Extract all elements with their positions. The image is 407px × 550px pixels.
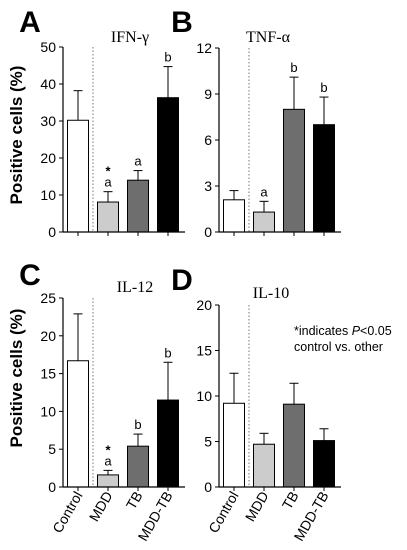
- significance-letter: a: [104, 453, 112, 468]
- bar-mdd-tb: [313, 440, 335, 488]
- significance-letter: b: [290, 60, 297, 75]
- y-tick-label: 0: [204, 479, 212, 495]
- y-tick-label: 15: [40, 366, 56, 382]
- significance-letter: b: [164, 50, 171, 65]
- y-tick-label: 40: [40, 76, 56, 92]
- significance-letter: a: [134, 154, 142, 169]
- svg-text:*indicates P<0.05: *indicates P<0.05: [294, 324, 392, 338]
- x-tick-label: MDD: [242, 489, 272, 525]
- panel-title: TNF-α: [246, 29, 291, 46]
- y-tick-label: 0: [48, 479, 56, 495]
- significance-letter: b: [134, 417, 141, 432]
- bar-mdd: [97, 201, 119, 233]
- bar-mdd: [253, 443, 275, 488]
- significance-letter: a: [104, 175, 112, 190]
- y-tick-label: 50: [40, 39, 56, 55]
- x-tick-label: TB: [279, 489, 302, 512]
- y-tick-label: 10: [196, 388, 212, 404]
- bar-control: [223, 199, 245, 233]
- bar-tb: [127, 445, 149, 488]
- x-tick-label: MDD: [86, 489, 116, 525]
- significance-note: *indicates P<0.05 control vs. other: [294, 324, 392, 354]
- note-line2: control vs. other: [294, 340, 383, 354]
- x-tick-label: Control: [205, 489, 241, 536]
- y-tick-label: 15: [196, 343, 212, 359]
- y-axis-label-bottom: Positive cells (%): [7, 309, 26, 448]
- y-tick-label: 5: [48, 441, 56, 457]
- bar-tb: [127, 179, 149, 233]
- bar-mdd: [253, 211, 275, 233]
- y-tick-label: 3: [204, 178, 212, 194]
- y-tick-label: 0: [48, 224, 56, 240]
- significance-letter: a: [260, 184, 268, 199]
- bar-control: [223, 402, 245, 488]
- y-tick-label: 5: [204, 434, 212, 450]
- panel-title: IL-12: [117, 279, 153, 296]
- y-tick-label: 30: [40, 113, 56, 129]
- y-tick-label: 12: [196, 40, 212, 56]
- panel-b: B TNF-α a b b 0 3 6 9 12: [171, 6, 341, 240]
- note-suffix: <0.05: [360, 324, 392, 338]
- significance-letter: b: [320, 80, 327, 95]
- bar-mdd-tb: [313, 124, 335, 233]
- panel-title: IFN-γ: [111, 29, 149, 46]
- note-p: P: [352, 324, 361, 338]
- bar-control: [67, 360, 89, 488]
- bar-mdd-tb: [157, 97, 179, 233]
- y-tick-label: 25: [40, 290, 56, 306]
- panel-letter: B: [171, 6, 193, 39]
- bar-mdd: [97, 474, 119, 488]
- panel-letter: D: [171, 264, 193, 297]
- significance-star: *: [105, 164, 111, 179]
- x-tick-label: TB: [123, 489, 146, 512]
- note-prefix: *indicates: [294, 324, 352, 338]
- panel-letter: C: [19, 259, 41, 292]
- y-tick-label: 10: [40, 403, 56, 419]
- y-tick-label: 20: [196, 297, 212, 313]
- y-tick-label: 10: [40, 187, 56, 203]
- significance-letter: b: [164, 345, 171, 360]
- y-axis-label-top: Positive cells (%): [7, 66, 26, 205]
- y-tick-label: 20: [40, 150, 56, 166]
- bar-control: [67, 119, 89, 233]
- y-tick-label: 9: [204, 86, 212, 102]
- y-tick-label: 20: [40, 328, 56, 344]
- bar-tb: [283, 403, 305, 488]
- panel-title: IL-10: [253, 285, 289, 302]
- y-tick-label: 6: [204, 132, 212, 148]
- x-tick-label: Control: [49, 489, 85, 536]
- bar-mdd-tb: [157, 399, 179, 488]
- significance-star: *: [105, 442, 111, 457]
- y-tick-label: 0: [204, 224, 212, 240]
- bar-tb: [283, 108, 305, 233]
- panel-letter: A: [19, 6, 41, 39]
